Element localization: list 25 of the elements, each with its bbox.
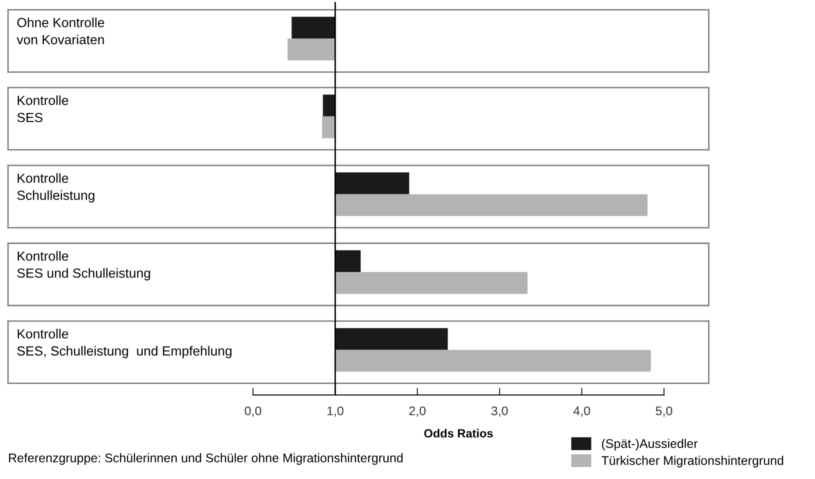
y-tick-label: Kontrolle SES und Schulleistung — [17, 251, 150, 280]
y-tick-label: Kontrolle SES — [17, 95, 68, 122]
legend-label: Türkischer Migrationshintergrund — [602, 456, 784, 468]
bar — [292, 16, 336, 39]
bar — [288, 38, 336, 60]
y-tick-label: Kontrolle Schulleistung — [17, 173, 94, 203]
bar — [335, 272, 528, 294]
x-tick-label: 0,0 — [244, 406, 262, 417]
x-axis-title: Odds Ratios — [424, 428, 493, 438]
bar — [335, 194, 648, 216]
bar — [322, 116, 336, 138]
x-tick-label: 2,0 — [409, 406, 426, 417]
x-tick-label: 3,0 — [491, 406, 508, 417]
bar — [335, 350, 651, 372]
bar — [335, 172, 410, 194]
y-tick-label: Kontrolle SES, Schulleistung und Empfehlung — [17, 328, 232, 358]
bar — [335, 328, 448, 350]
bar — [335, 250, 361, 272]
x-tick-label: 1,0 — [327, 406, 344, 417]
x-tick-label: 4,0 — [573, 406, 590, 417]
y-tick-label: Ohne Kontrolle von Kovariaten — [16, 18, 104, 44]
legend-label: (Spät-)Aussiedler — [602, 438, 698, 450]
x-tick-label: 5,0 — [656, 406, 672, 417]
bar — [322, 94, 336, 116]
text: Referenzgruppe: Schülerinnen und Schüler ohne Migrationshintergrund — [9, 453, 403, 465]
